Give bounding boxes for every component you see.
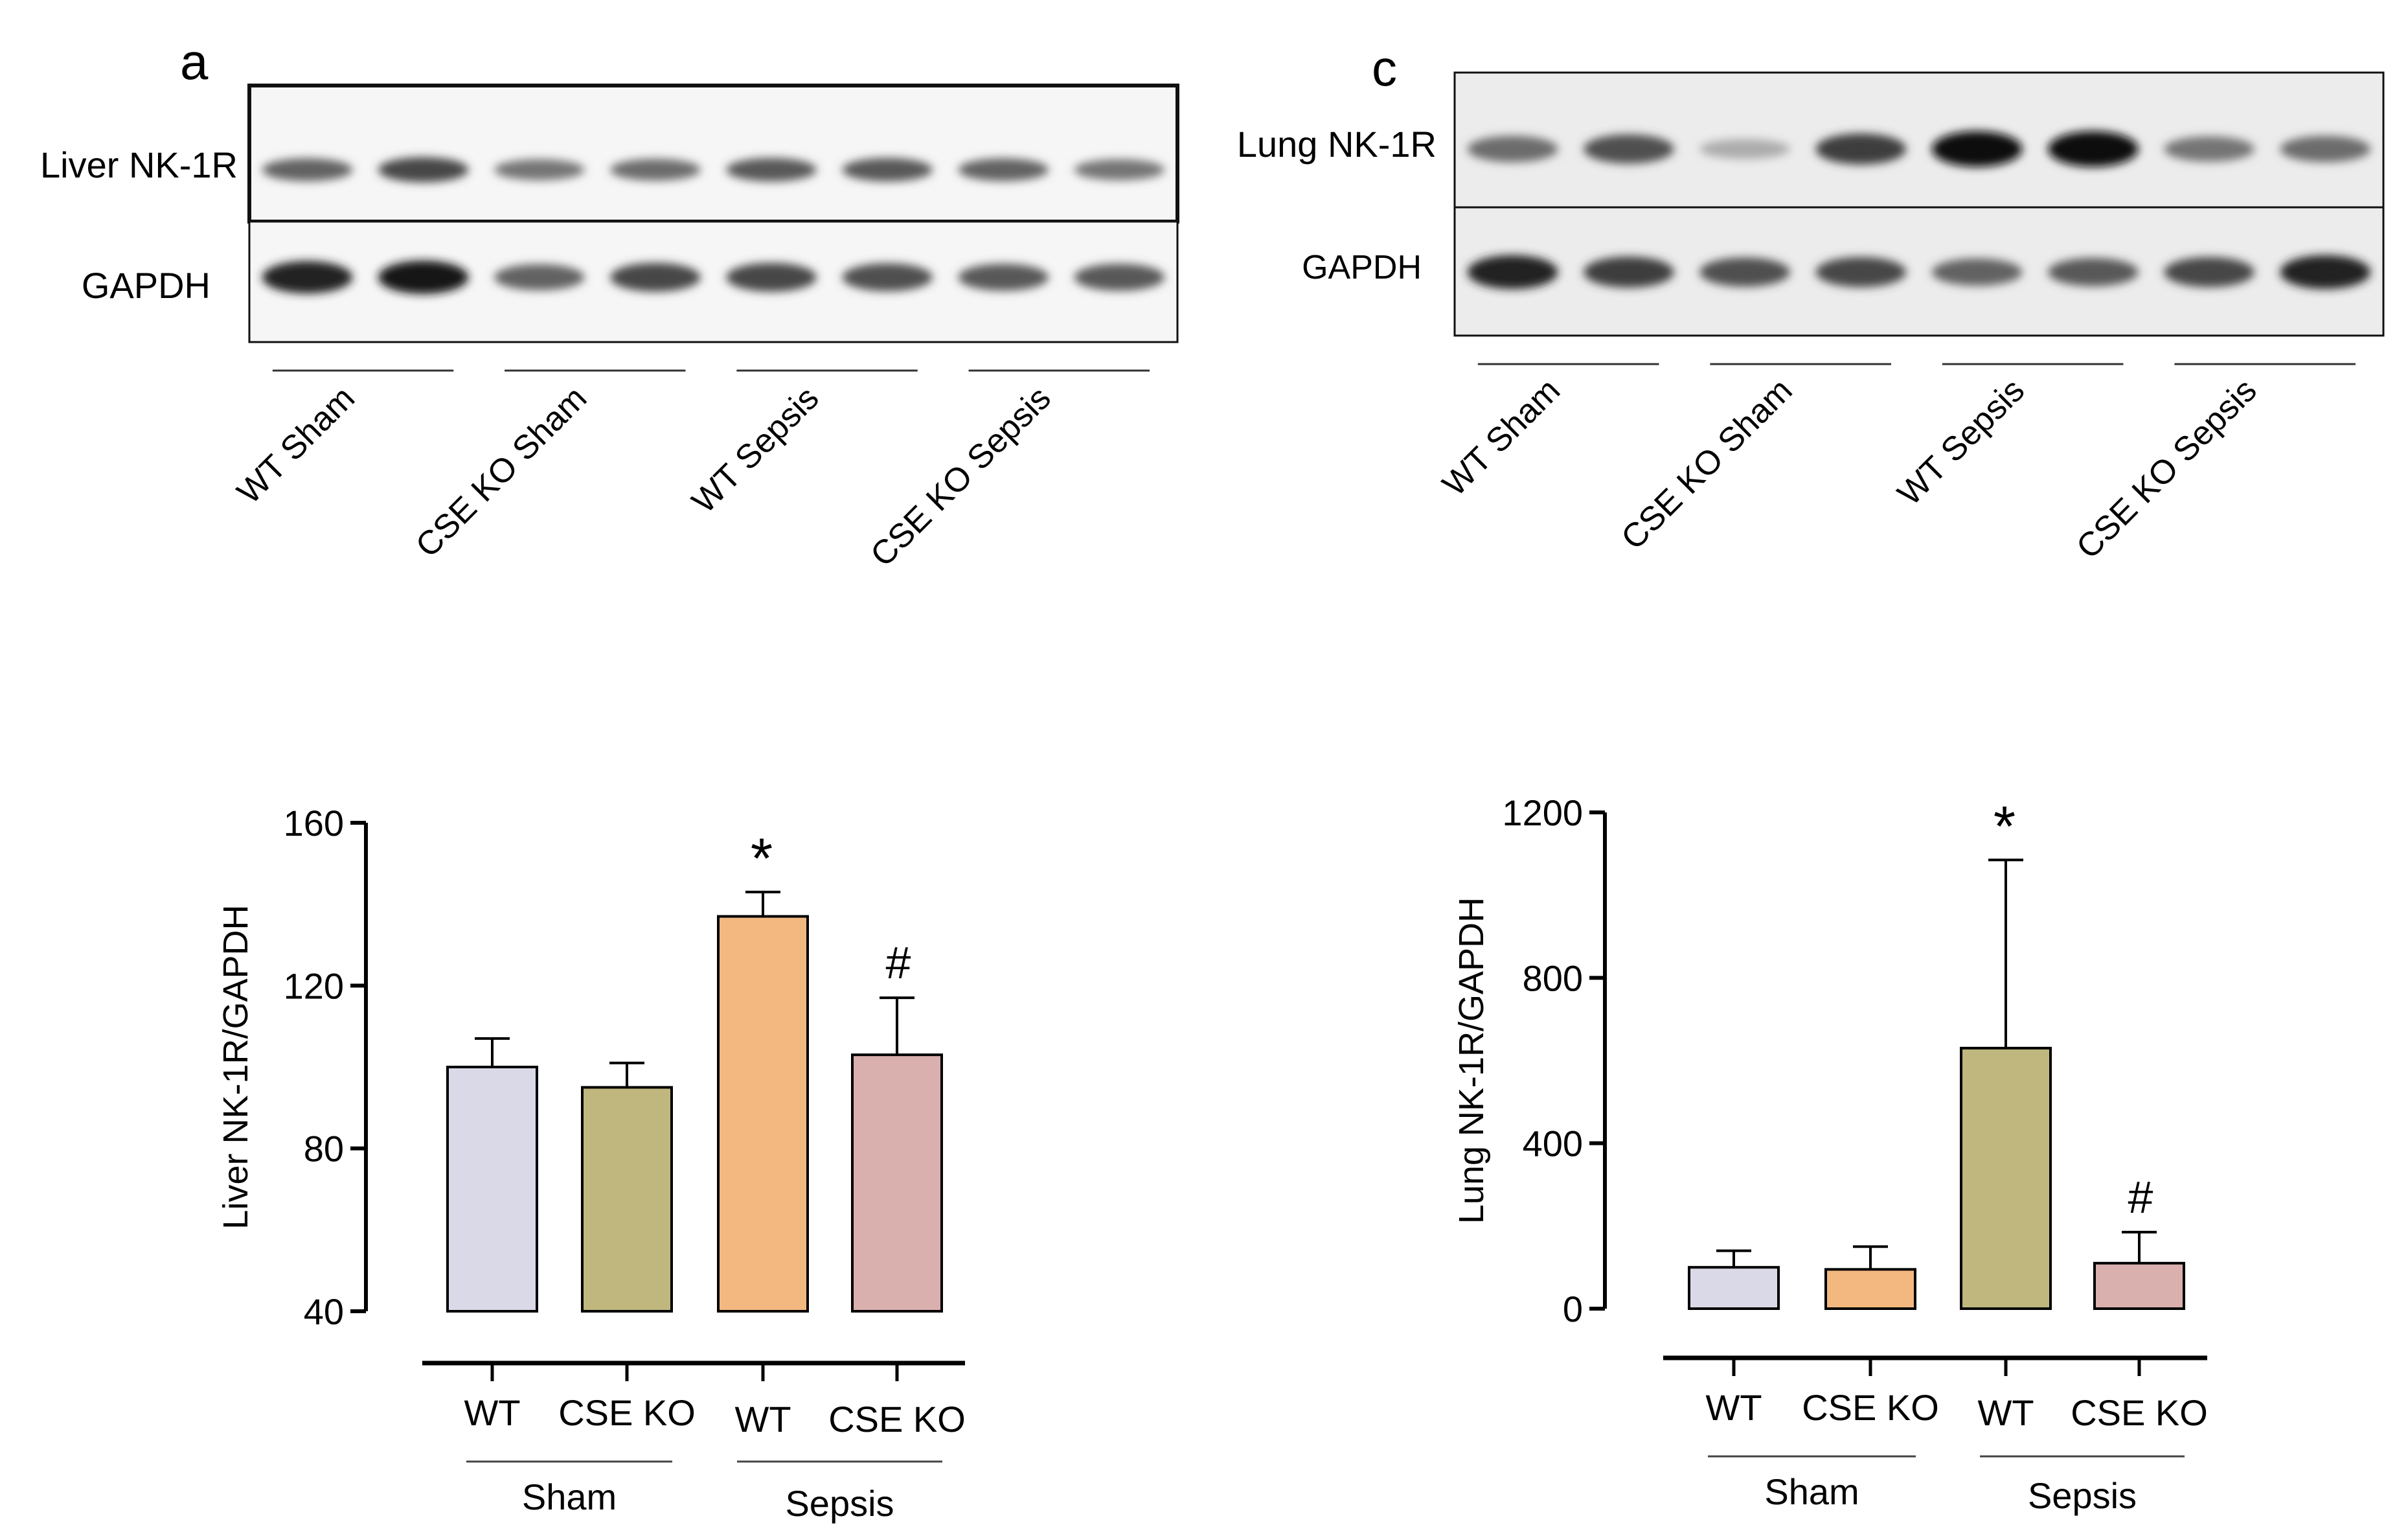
- x-category-label: WT: [464, 1392, 520, 1433]
- blot-band: [610, 262, 701, 292]
- bar: [851, 1053, 943, 1313]
- blot-band: [1699, 139, 1791, 159]
- panel-letter: a: [180, 33, 209, 90]
- blot-band: [1583, 134, 1674, 164]
- blot-band: [726, 262, 817, 292]
- blot-band: [2164, 136, 2255, 162]
- blot-band: [1583, 257, 1674, 288]
- panel-a-western-blot: a Liver NK-1R GAPDH WT Sham CSE KO Sham WT Se…: [40, 33, 1179, 574]
- group-label: Sepsis: [785, 1483, 894, 1524]
- group-label: CSE KO Sepsis: [863, 379, 1058, 574]
- blot-band: [842, 157, 933, 182]
- bar: [1688, 1266, 1780, 1310]
- group-label: Sham: [522, 1476, 617, 1517]
- blot-band: [1467, 255, 1558, 290]
- blot-band: [610, 159, 701, 181]
- y-axis-label: Lung NK-1R/GAPDH: [1452, 897, 1491, 1224]
- significance-marker: *: [1993, 794, 2016, 858]
- blot-band: [2280, 255, 2371, 290]
- blot-band: [1467, 135, 1558, 163]
- blot-band: [1815, 257, 1907, 288]
- group-label: WT Sham: [230, 379, 362, 511]
- panel-b-bar-chart: 40 80 120 160 Liver NK-1R/GAPDH WT CSE KO WT * CS…: [216, 803, 966, 1524]
- blot-band: [1931, 258, 2023, 286]
- y-tick-label: 120: [284, 965, 344, 1006]
- blot-band: [2047, 258, 2139, 286]
- blot-label-target: Lung NK-1R: [1237, 124, 1437, 165]
- x-category-label: CSE KO: [2071, 1392, 2208, 1433]
- group-label: CSE KO Sepsis: [2069, 371, 2264, 566]
- y-tick-label: 160: [284, 803, 344, 844]
- significance-marker: #: [2128, 1172, 2153, 1222]
- group-label: WT Sepsis: [685, 379, 826, 520]
- blot-band: [2047, 131, 2139, 167]
- blot-band: [2280, 135, 2371, 163]
- bar: [1824, 1268, 1916, 1310]
- blot-band: [1074, 264, 1165, 291]
- bar: [717, 915, 809, 1313]
- blot-band: [1074, 159, 1165, 181]
- y-tick-label: 80: [304, 1129, 344, 1169]
- y-tick-label: 1200: [1502, 792, 1583, 833]
- blot-band: [378, 157, 469, 183]
- x-category-label: WT: [734, 1399, 791, 1440]
- bar: [446, 1066, 538, 1313]
- x-category-label: CSE KO: [1802, 1387, 1939, 1428]
- blot-band: [958, 158, 1049, 181]
- x-category-label: WT: [1977, 1392, 2034, 1433]
- blot-band: [262, 158, 353, 181]
- blot-label-loading: GAPDH: [82, 265, 210, 306]
- y-axis-label: Liver NK-1R/GAPDH: [216, 904, 255, 1229]
- significance-marker: #: [886, 937, 911, 988]
- group-label: Sepsis: [2028, 1475, 2137, 1516]
- group-label: CSE KO Sham: [1614, 371, 1799, 557]
- blot-band: [262, 260, 353, 294]
- blot-label-target: Liver NK-1R: [40, 144, 238, 185]
- blot-band: [958, 264, 1049, 291]
- y-tick-label: 400: [1523, 1123, 1583, 1164]
- blot-frame-target: [247, 84, 1179, 224]
- blot-band: [494, 264, 585, 291]
- blot-band: [1931, 131, 2023, 167]
- significance-marker: *: [751, 826, 773, 890]
- blot-band: [1699, 257, 1791, 287]
- bar: [2093, 1261, 2185, 1310]
- group-label: Sham: [1764, 1471, 1859, 1512]
- bar: [1960, 1046, 2052, 1310]
- y-tick-label: 0: [1563, 1289, 1583, 1329]
- group-label: WT Sepsis: [1891, 371, 2032, 512]
- blot-band: [726, 157, 817, 182]
- blot-band: [1815, 133, 1907, 165]
- panel-c-western-blot: c Lung NK-1R GAPDH WT Sham CSE KO Sham WT Sep…: [1237, 40, 2385, 566]
- blot-band: [378, 260, 469, 294]
- x-category-label: WT: [1705, 1387, 1762, 1428]
- x-category-label: CSE KO: [558, 1392, 696, 1433]
- group-label: CSE KO Sham: [409, 379, 594, 564]
- y-tick-label: 40: [304, 1291, 344, 1332]
- y-tick-label: 800: [1523, 958, 1583, 998]
- group-label: WT Sham: [1435, 371, 1567, 503]
- blot-band: [2164, 257, 2255, 288]
- bar: [581, 1086, 673, 1313]
- blot-label-loading: GAPDH: [1302, 249, 1422, 286]
- blot-band: [842, 263, 933, 292]
- x-category-label: CSE KO: [828, 1399, 966, 1440]
- panel-d-bar-chart: 0 400 800 1200 Lung NK-1R/GAPDH WT CSE KO WT * CS…: [1452, 792, 2208, 1516]
- blot-band: [494, 159, 585, 181]
- panel-letter: c: [1372, 40, 1397, 97]
